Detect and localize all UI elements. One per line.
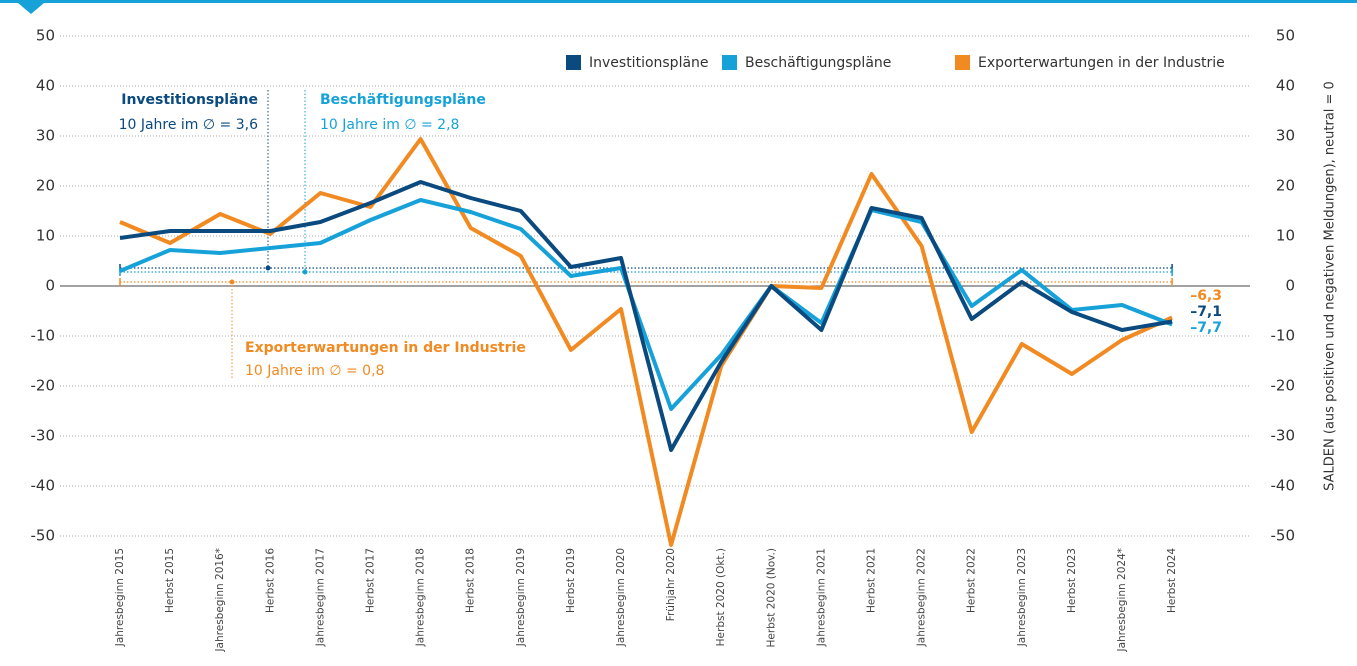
top-marker (18, 3, 44, 14)
value-label: –7,7 (1190, 320, 1222, 336)
x-tick-label: Jahresbeginn 2016* (214, 548, 226, 653)
annotation-text: 10 Jahre im ∅ = 3,6 (119, 117, 259, 133)
x-tick-label: Jahresbeginn 2020 (615, 548, 627, 647)
x-tick-label: Jahresbeginn 2015 (114, 548, 126, 647)
x-tick-label: Herbst 2020 (Nov.) (765, 548, 777, 648)
y2-tick-label: 10 (1276, 227, 1295, 245)
annotation-dot (302, 269, 308, 275)
y2-tick-label: 20 (1276, 177, 1295, 195)
y-tick-label: 0 (45, 277, 55, 295)
annotation-title: Beschäftigungspläne (320, 92, 486, 108)
x-tick-label: Herbst 2021 (866, 548, 878, 613)
y-tick-label: -50 (31, 527, 56, 545)
x-tick-label: Jahresbeginn 2021 (815, 548, 827, 647)
y2-tick-label: -30 (1271, 427, 1296, 445)
value-label: –6,3 (1190, 288, 1222, 304)
x-tick-label: Herbst 2018 (465, 548, 477, 613)
series-line (119, 180, 1173, 452)
y2-tick-label: -40 (1271, 477, 1296, 495)
y-tick-label: 20 (36, 177, 55, 195)
y-tick-label: 10 (36, 227, 55, 245)
y-tick-label: -30 (31, 427, 56, 445)
annotation-title: Exporterwartungen in der Industrie (245, 340, 526, 356)
x-tick-label: Herbst 2024 (1166, 548, 1178, 613)
annotation-text: 10 Jahre im ∅ = 2,8 (320, 117, 459, 133)
x-tick-label: Jahresbeginn 2024* (1116, 548, 1128, 653)
annotation-text: 10 Jahre im ∅ = 0,8 (245, 363, 384, 379)
y-tick-label: 40 (36, 77, 55, 95)
x-tick-label: Jahresbeginn 2017 (314, 548, 326, 647)
top-rule (0, 0, 1357, 3)
x-tick-label: Herbst 2019 (565, 548, 577, 613)
x-tick-label: Herbst 2015 (164, 548, 176, 613)
legend-label: Investitionspläne (589, 55, 709, 71)
legend-swatch (955, 55, 970, 70)
legend-swatch (722, 55, 737, 70)
legend-label: Beschäftigungspläne (745, 55, 891, 71)
annotation-title: Investitionspläne (121, 92, 258, 108)
x-tick-label: Herbst 2023 (1066, 548, 1078, 613)
y2-tick-label: 50 (1276, 27, 1295, 45)
y2-axis-label: SALDEN (aus positiven und negativen Meld… (1323, 81, 1338, 491)
legend-label: Exporterwartungen in der Industrie (978, 55, 1225, 71)
y2-tick-label: 30 (1276, 127, 1295, 145)
y-tick-label: -10 (31, 327, 56, 345)
y2-tick-label: 0 (1285, 277, 1295, 295)
x-tick-label: Herbst 2016 (264, 548, 276, 613)
legend-swatch (566, 55, 581, 70)
x-tick-label: Jahresbeginn 2022 (916, 548, 928, 647)
y-tick-label: -40 (31, 477, 56, 495)
y-tick-label: 30 (36, 127, 55, 145)
y-tick-label: 50 (36, 27, 55, 45)
x-tick-label: Herbst 2022 (966, 548, 978, 613)
value-label: –7,1 (1190, 304, 1222, 320)
x-tick-label: Herbst 2017 (365, 548, 377, 613)
x-tick-label: Herbst 2020 (Okt.) (715, 548, 727, 646)
y2-tick-label: 40 (1276, 77, 1295, 95)
y-tick-label: -20 (31, 377, 56, 395)
x-tick-label: Jahresbeginn 2018 (415, 548, 427, 647)
series-line (119, 137, 1173, 547)
x-tick-label: Jahresbeginn 2023 (1016, 548, 1028, 647)
x-tick-label: Jahresbeginn 2019 (515, 548, 527, 647)
annotation-dot (229, 279, 235, 285)
annotation-dot (265, 265, 271, 271)
y2-tick-label: -20 (1271, 377, 1296, 395)
y2-tick-label: -10 (1271, 327, 1296, 345)
series-line (119, 198, 1173, 411)
x-tick-label: Frühjahr 2020 (665, 548, 677, 621)
y2-tick-label: -50 (1271, 527, 1296, 545)
